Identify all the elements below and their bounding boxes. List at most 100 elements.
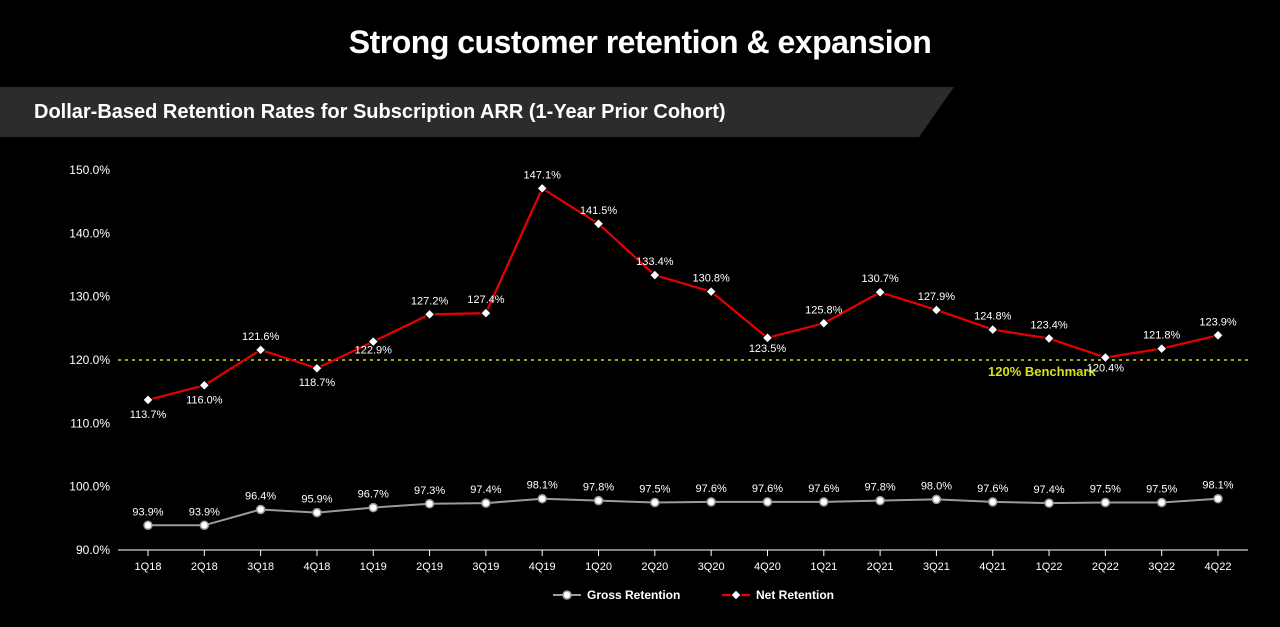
data-marker xyxy=(426,500,434,508)
point-label: 97.6% xyxy=(808,483,839,495)
x-tick-label: 4Q18 xyxy=(303,561,330,573)
point-label: 118.7% xyxy=(299,377,336,389)
x-tick-label: 2Q21 xyxy=(867,561,894,573)
x-tick-label: 1Q22 xyxy=(1036,561,1063,573)
data-marker xyxy=(425,309,435,319)
x-tick-label: 4Q21 xyxy=(979,561,1006,573)
point-label: 120.4% xyxy=(1087,362,1125,374)
x-tick-label: 2Q20 xyxy=(641,561,668,573)
x-tick-label: 1Q20 xyxy=(585,561,612,573)
point-label: 97.6% xyxy=(977,483,1008,495)
point-label: 98.0% xyxy=(921,480,952,492)
data-marker xyxy=(143,395,153,405)
x-tick-label: 4Q20 xyxy=(754,561,781,573)
point-label: 96.4% xyxy=(245,490,276,502)
data-marker xyxy=(1100,352,1110,362)
legend-label: Net Retention xyxy=(756,588,834,602)
point-label: 127.2% xyxy=(411,295,449,307)
point-label: 147.1% xyxy=(524,169,562,181)
legend-label: Gross Retention xyxy=(587,588,680,602)
x-tick-label: 2Q22 xyxy=(1092,561,1119,573)
point-label: 97.6% xyxy=(696,483,727,495)
data-marker xyxy=(1044,333,1054,343)
data-marker xyxy=(538,495,546,503)
data-marker xyxy=(1213,330,1223,340)
x-tick-label: 1Q21 xyxy=(810,561,837,573)
data-marker xyxy=(257,505,265,513)
legend-marker xyxy=(731,590,741,600)
subtitle-text: Dollar-Based Retention Rates for Subscri… xyxy=(34,101,726,124)
data-marker xyxy=(1214,495,1222,503)
y-tick-label: 90.0% xyxy=(76,543,110,557)
point-label: 124.8% xyxy=(974,311,1012,323)
data-marker xyxy=(819,318,829,328)
point-label: 97.3% xyxy=(414,485,445,497)
point-label: 125.8% xyxy=(805,304,843,316)
slide-title: Strong customer retention & expansion xyxy=(0,0,1280,61)
data-marker xyxy=(200,521,208,529)
point-label: 97.5% xyxy=(1146,484,1177,496)
x-tick-label: 3Q20 xyxy=(698,561,725,573)
x-tick-label: 2Q18 xyxy=(191,561,218,573)
point-label: 97.5% xyxy=(1090,484,1121,496)
data-marker xyxy=(482,499,490,507)
point-label: 130.7% xyxy=(861,273,899,285)
x-tick-label: 1Q18 xyxy=(135,561,162,573)
y-tick-label: 110.0% xyxy=(70,416,110,430)
x-tick-label: 3Q22 xyxy=(1148,561,1175,573)
y-tick-label: 130.0% xyxy=(69,290,110,304)
legend-marker xyxy=(563,591,571,599)
point-label: 123.9% xyxy=(1199,316,1237,328)
data-marker xyxy=(988,325,998,335)
y-tick-label: 100.0% xyxy=(69,480,110,494)
subtitle-banner: Dollar-Based Retention Rates for Subscri… xyxy=(0,87,919,137)
point-label: 141.5% xyxy=(580,205,618,217)
point-label: 116.0% xyxy=(186,394,223,406)
x-tick-label: 1Q19 xyxy=(360,561,387,573)
x-tick-label: 4Q22 xyxy=(1205,561,1232,573)
data-marker xyxy=(707,498,715,506)
x-tick-label: 3Q21 xyxy=(923,561,950,573)
data-marker xyxy=(144,521,152,529)
data-marker xyxy=(1157,344,1167,354)
data-marker xyxy=(876,497,884,505)
x-tick-label: 2Q19 xyxy=(416,561,443,573)
data-marker xyxy=(481,308,491,318)
point-label: 98.1% xyxy=(1202,480,1233,492)
point-label: 97.6% xyxy=(752,483,783,495)
point-label: 130.8% xyxy=(693,273,731,285)
point-label: 97.4% xyxy=(470,484,501,496)
retention-chart: 90.0%100.0%110.0%120.0%130.0%140.0%150.0… xyxy=(68,160,1248,570)
benchmark-label: 120% Benchmark xyxy=(988,364,1096,379)
data-marker xyxy=(820,498,828,506)
point-label: 93.9% xyxy=(189,506,220,518)
point-label: 123.4% xyxy=(1030,319,1068,331)
y-tick-label: 120.0% xyxy=(69,353,110,367)
point-label: 98.1% xyxy=(527,480,558,492)
point-label: 122.9% xyxy=(355,345,393,357)
point-label: 95.9% xyxy=(301,494,332,506)
data-marker xyxy=(651,499,659,507)
data-marker xyxy=(1101,499,1109,507)
point-label: 97.8% xyxy=(583,482,614,494)
data-marker xyxy=(875,287,885,297)
x-tick-label: 3Q18 xyxy=(247,561,274,573)
point-label: 121.8% xyxy=(1143,330,1181,342)
data-marker xyxy=(313,509,321,517)
data-marker xyxy=(989,498,997,506)
data-marker xyxy=(763,498,771,506)
point-label: 123.5% xyxy=(749,343,787,355)
data-marker xyxy=(312,363,322,373)
data-marker xyxy=(369,504,377,512)
point-label: 96.7% xyxy=(358,489,389,501)
point-label: 97.4% xyxy=(1033,484,1064,496)
point-label: 97.8% xyxy=(865,482,896,494)
x-tick-label: 3Q19 xyxy=(472,561,499,573)
data-marker xyxy=(932,495,940,503)
data-marker xyxy=(1045,499,1053,507)
point-label: 113.7% xyxy=(130,409,167,421)
point-label: 127.9% xyxy=(918,291,956,303)
point-label: 127.4% xyxy=(467,294,505,306)
point-label: 133.4% xyxy=(636,256,674,268)
point-label: 93.9% xyxy=(132,506,163,518)
